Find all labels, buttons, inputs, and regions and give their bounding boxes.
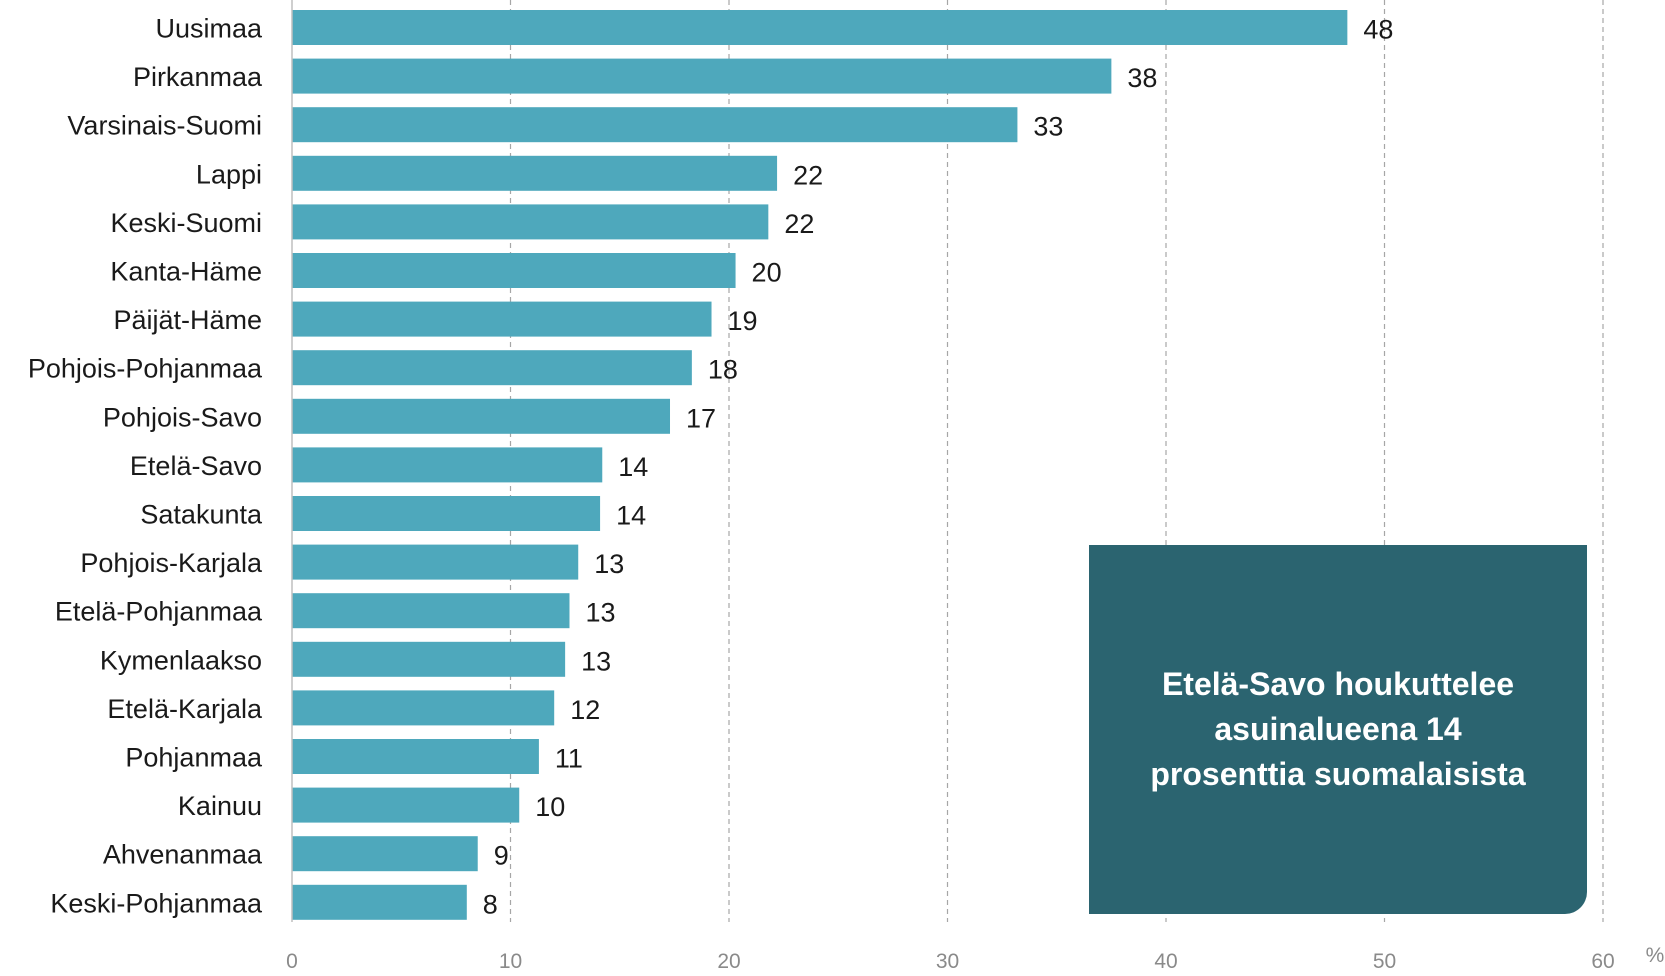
- value-label: 14: [618, 452, 648, 482]
- x-unit-label: %: [1646, 944, 1665, 967]
- x-tick-label: 0: [286, 950, 298, 973]
- bar: [292, 155, 778, 191]
- bar: [292, 10, 1348, 45]
- bar: [292, 739, 539, 774]
- bar: [292, 398, 671, 434]
- x-tick-label: 60: [1591, 950, 1614, 973]
- value-label: 22: [784, 209, 814, 239]
- value-label: 10: [535, 792, 565, 822]
- bar: [292, 58, 1112, 94]
- callout-text: Etelä-Savo houkuttelee asuinalueena 14 p…: [1150, 662, 1525, 797]
- category-label: Etelä-Pohjanmaa: [55, 597, 263, 627]
- category-label: Pirkanmaa: [133, 62, 263, 92]
- value-label: 18: [708, 355, 738, 385]
- bar: [292, 496, 601, 531]
- value-label: 13: [594, 549, 624, 579]
- category-label: Pohjois-Karjala: [80, 548, 263, 578]
- category-label: Satakunta: [140, 500, 263, 530]
- category-label: Etelä-Karjala: [107, 694, 263, 724]
- category-label: Etelä-Savo: [130, 451, 262, 481]
- x-tick-label: 20: [717, 950, 740, 973]
- category-label: Ahvenanmaa: [103, 840, 263, 870]
- bar: [292, 690, 555, 726]
- value-label: 13: [581, 646, 611, 676]
- callout-line: Etelä-Savo houkuttelee: [1161, 666, 1515, 702]
- category-label: Keski-Suomi: [110, 208, 262, 238]
- category-label: Pohjois-Pohjanmaa: [28, 354, 263, 384]
- bar: [292, 253, 736, 288]
- value-label: 38: [1127, 63, 1157, 93]
- value-label: 17: [686, 403, 716, 433]
- x-tick-label: 10: [499, 950, 522, 973]
- bar: [292, 107, 1018, 143]
- category-label: Kymenlaakso: [100, 645, 262, 675]
- callout-box: Etelä-Savo houkuttelee asuinalueena 14 p…: [1089, 545, 1587, 914]
- value-label: 13: [585, 598, 615, 628]
- bar: [292, 787, 520, 823]
- value-label: 48: [1363, 15, 1393, 45]
- category-label: Keski-Pohjanmaa: [50, 888, 263, 918]
- value-label: 9: [494, 841, 509, 871]
- category-label: Lappi: [196, 159, 262, 189]
- category-label: Varsinais-Suomi: [67, 111, 262, 141]
- bar: [292, 884, 467, 920]
- category-label: Uusimaa: [155, 14, 263, 44]
- x-tick-label: 40: [1154, 950, 1177, 973]
- category-label: Pohjanmaa: [125, 743, 263, 773]
- bar: [292, 641, 566, 677]
- bar: [292, 836, 478, 872]
- value-label: 22: [793, 160, 823, 190]
- category-label: Päijät-Häme: [113, 305, 262, 335]
- category-label: Kanta-Häme: [110, 257, 262, 287]
- category-label: Pohjois-Savo: [103, 402, 262, 432]
- bar: [292, 447, 603, 483]
- callout-line: prosenttia suomalaisista: [1150, 756, 1526, 792]
- bar: [292, 593, 570, 629]
- bar: [292, 350, 692, 386]
- value-label: 20: [752, 258, 782, 288]
- value-label: 8: [483, 889, 498, 919]
- value-label: 12: [570, 695, 600, 725]
- callout-line: asuinalueena 14: [1214, 711, 1462, 747]
- value-label: 14: [616, 501, 646, 531]
- bar: [292, 204, 769, 240]
- x-tick-label: 30: [936, 950, 959, 973]
- value-label: 11: [555, 744, 583, 774]
- bar: [292, 544, 579, 580]
- bar: [292, 301, 712, 337]
- category-label: Kainuu: [178, 791, 262, 821]
- x-tick-label: 50: [1373, 950, 1396, 973]
- value-label: 33: [1033, 112, 1063, 142]
- value-label: 19: [728, 306, 758, 336]
